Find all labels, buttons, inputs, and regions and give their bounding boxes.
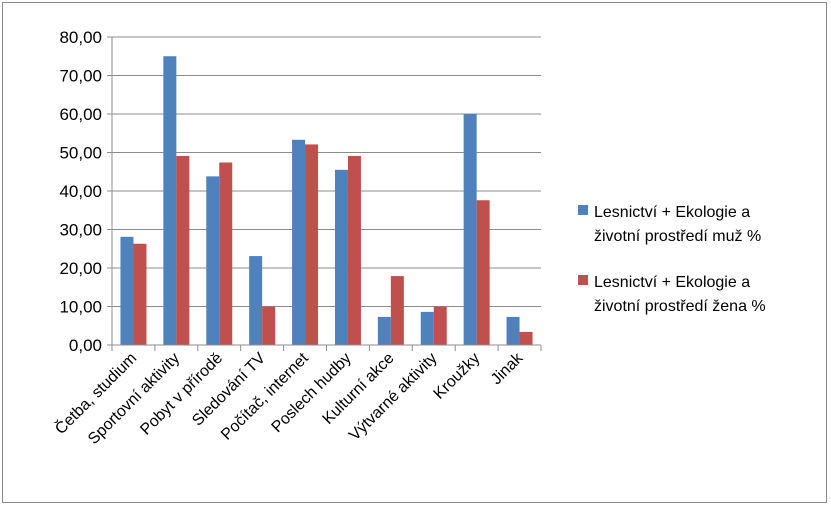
bar-muz: [249, 256, 263, 345]
legend-label: životní prostředí žena %: [594, 298, 766, 315]
bar-zena: [133, 243, 147, 345]
bar-zena: [262, 306, 276, 345]
y-tick-label: 60,00: [59, 105, 102, 124]
legend-swatch: [578, 205, 588, 215]
legend-label: životní prostředí muž %: [594, 228, 761, 245]
bar-zena: [519, 331, 533, 345]
legend-swatch: [578, 275, 588, 285]
bar-zena: [219, 162, 233, 345]
x-category-label: Kroužky: [431, 350, 484, 403]
bar-zena: [390, 276, 404, 345]
bar-muz: [506, 316, 520, 345]
bar-zena: [433, 306, 447, 345]
bar-muz: [377, 316, 391, 345]
y-tick-label: 30,00: [59, 221, 102, 240]
bar-zena: [305, 144, 319, 345]
y-tick-label: 20,00: [59, 259, 102, 278]
legend-label: Lesnictví + Ekologie a: [594, 204, 750, 221]
y-tick-label: 50,00: [59, 144, 102, 163]
bar-muz: [334, 169, 348, 345]
y-tick-label: 40,00: [59, 182, 102, 201]
legend-label: Lesnictví + Ekologie a: [594, 274, 750, 291]
y-tick-label: 10,00: [59, 298, 102, 317]
y-tick-label: 70,00: [59, 67, 102, 86]
y-tick-label: 80,00: [59, 28, 102, 47]
bar-zena: [176, 155, 190, 345]
legend: Lesnictví + Ekologie a životní prostředí …: [578, 204, 766, 315]
bar-zena: [347, 155, 361, 345]
x-category-label: Jinak: [488, 349, 527, 388]
axes: [107, 36, 542, 351]
bar-muz: [120, 236, 134, 345]
bar-muz: [206, 176, 220, 345]
y-tick-label: 0,00: [69, 336, 102, 355]
bars: [120, 56, 533, 345]
bar-muz: [163, 56, 177, 345]
bar-muz: [292, 139, 306, 345]
bar-muz: [463, 114, 477, 345]
bar-muz: [420, 311, 434, 345]
bar-zena: [476, 200, 490, 345]
